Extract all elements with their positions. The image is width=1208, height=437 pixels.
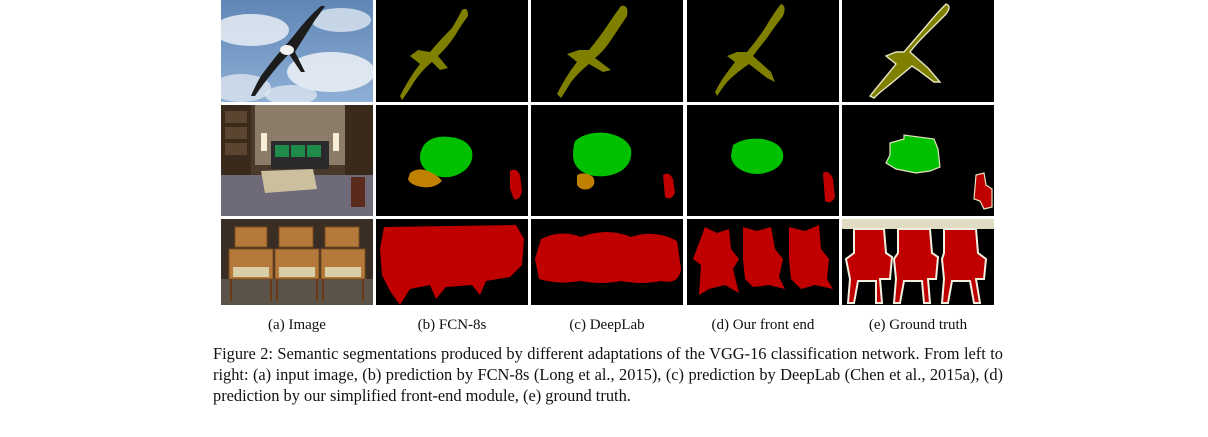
- tile-living-room-image: [221, 105, 373, 216]
- tile-living-room-fcn8s: [376, 105, 528, 216]
- tile-bird-frontend: [687, 0, 839, 102]
- column-label-groundtruth: (e) Ground truth: [868, 317, 968, 333]
- tile-chairs-frontend: [687, 219, 839, 305]
- column-label-deeplab: (c) DeepLab: [569, 317, 645, 333]
- column-label-frontend: (d) Our front end: [711, 317, 815, 333]
- figure-caption: Figure 2: Semantic segmentations produce…: [213, 344, 1003, 405]
- tile-chairs-deeplab: [531, 219, 683, 305]
- tile-living-room-frontend: [687, 105, 839, 216]
- tile-living-room-groundtruth: [842, 105, 994, 216]
- tile-chairs-image: [221, 219, 373, 305]
- figure-grid: [221, 0, 994, 305]
- column-label-image: (a) Image: [268, 317, 326, 333]
- tile-chairs-fcn8s: [376, 219, 528, 305]
- column-label-fcn8s: (b) FCN-8s: [417, 317, 487, 333]
- tile-living-room-deeplab: [531, 105, 683, 216]
- tile-bird-fcn8s: [376, 0, 528, 102]
- tile-bird-image: [221, 0, 373, 102]
- tile-chairs-groundtruth: [842, 219, 994, 305]
- tile-bird-deeplab: [531, 0, 683, 102]
- tile-bird-groundtruth: [842, 0, 994, 102]
